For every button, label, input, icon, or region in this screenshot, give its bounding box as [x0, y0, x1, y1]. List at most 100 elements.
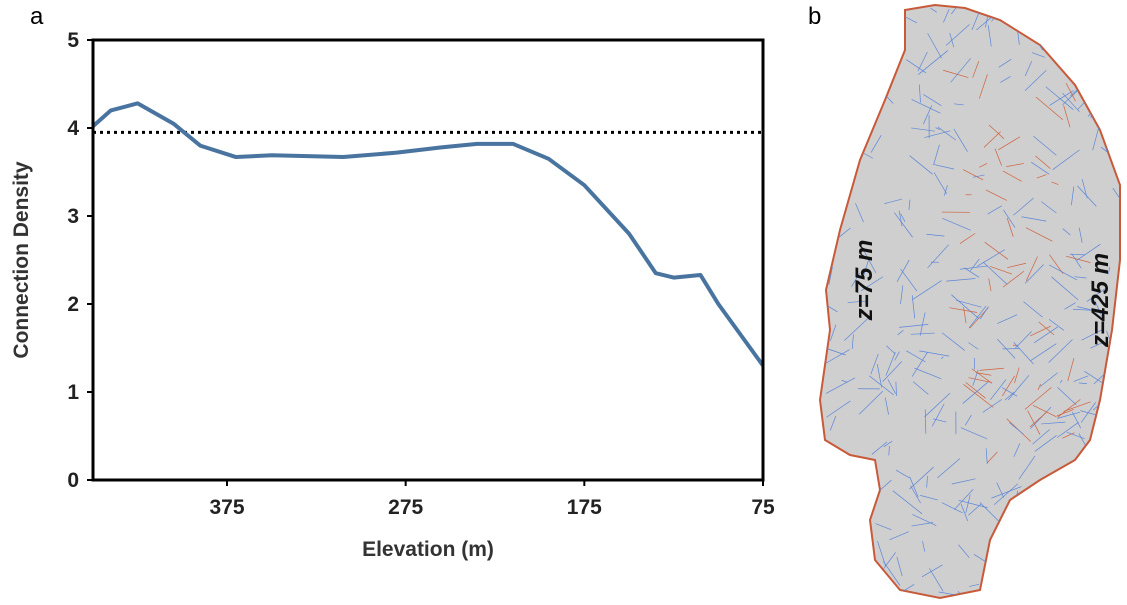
mesh-edge: [813, 255, 830, 278]
mesh-edge: [1004, 579, 1020, 600]
x-tick-label: 375: [209, 496, 244, 519]
mesh-edge: [820, 207, 835, 208]
mesh-edge: [860, 24, 881, 25]
mesh-edge: [1009, 538, 1026, 551]
mesh-edge: [1088, 51, 1089, 76]
mesh-edge: [1087, 588, 1110, 594]
x-tick-label: 275: [388, 496, 423, 519]
mesh-edge: [825, 178, 844, 190]
mesh-edge: [843, 167, 852, 170]
mesh-edge: [1119, 356, 1127, 373]
mesh-edge: [1097, 531, 1120, 550]
mesh-edge: [828, 59, 839, 69]
mesh-edge: [1039, 531, 1060, 555]
mesh-edge: [835, 551, 849, 559]
mesh-edge: [1074, 514, 1099, 522]
mesh-edge: [1108, 542, 1124, 543]
mesh-edge: [845, 505, 862, 512]
mesh-edge: [1026, 540, 1032, 555]
mesh-edge: [1089, 510, 1117, 515]
mesh-edge: [823, 51, 837, 73]
mesh-edge: [1108, 408, 1127, 418]
mesh-edge: [833, 154, 843, 170]
mesh-edge: [860, 112, 870, 125]
mesh-edge: [836, 6, 856, 24]
mesh-edge: [1094, 512, 1113, 524]
mesh-edge: [1034, 11, 1057, 17]
mesh-edge: [1063, 479, 1092, 504]
mesh-edge: [1025, 566, 1037, 578]
mesh-edge: [1108, 130, 1127, 153]
mesh-edge: [823, 572, 833, 574]
mesh-edge: [1083, 61, 1094, 85]
y-tick-label: 0: [67, 469, 79, 492]
mesh-edge: [850, 134, 859, 145]
mesh-edge: [839, 218, 841, 219]
panel-label: a: [30, 3, 44, 30]
mesh-edge: [833, 114, 837, 124]
mesh-edge: [836, 176, 844, 185]
mesh-edge: [850, 19, 866, 22]
mesh-edge: [1030, 571, 1051, 587]
y-axis-title: Connection Density: [10, 161, 33, 359]
mesh-edge: [952, 596, 957, 600]
mesh-edge: [1078, 487, 1085, 506]
mesh-edge: [1041, 585, 1062, 600]
panel-label: b: [808, 3, 821, 30]
mesh-edge: [814, 113, 842, 137]
y-tick-label: 4: [67, 117, 79, 140]
mesh-edge: [1077, 469, 1096, 478]
mesh-edge: [1048, 572, 1059, 583]
mesh-edge: [1079, 56, 1103, 67]
mesh-edge: [871, 474, 874, 491]
mesh-edge: [1070, 46, 1077, 65]
mesh-edge: [827, 222, 836, 230]
mesh-edge: [836, 463, 848, 474]
mesh-edge: [1041, 517, 1066, 521]
mesh-edge: [881, 28, 884, 37]
mesh-edge: [1077, 490, 1089, 501]
x-tick-label: 75: [751, 496, 775, 519]
mesh-edge: [1068, 480, 1087, 486]
mesh-edge: [806, 468, 821, 493]
mesh-edge: [807, 538, 820, 552]
mesh-edge: [841, 132, 844, 145]
mesh-edge: [805, 492, 828, 505]
mesh-edge: [1034, 490, 1061, 493]
mesh-edge: [1092, 483, 1115, 490]
mesh-edge: [1032, 485, 1037, 494]
mesh-edge: [813, 139, 828, 145]
mesh-edge: [828, 451, 838, 462]
mesh-edge: [1011, 505, 1024, 514]
mesh-edge: [1085, 518, 1115, 541]
mesh-edge: [1094, 433, 1117, 441]
mesh-edge: [1062, 515, 1072, 527]
mesh-edge: [1116, 367, 1122, 382]
mesh-edge: [837, 113, 853, 133]
mesh-edge: [1049, 529, 1074, 537]
mesh-edge: [837, 32, 861, 53]
mesh-map: z=75 m z=425 m: [793, 0, 1127, 600]
y-tick-label: 3: [67, 205, 79, 228]
y-tick-label: 2: [67, 293, 79, 316]
mesh-edge: [1077, 472, 1104, 490]
mesh-edge: [827, 469, 843, 471]
mesh-edge: [959, 595, 974, 600]
mesh-edge: [1066, 552, 1089, 574]
x-axis-title: Elevation (m): [362, 538, 494, 561]
mesh-edge: [991, 553, 1019, 571]
mesh-edge: [1111, 515, 1115, 532]
mesh-edge: [1025, 582, 1033, 588]
mesh-edge: [1051, 567, 1072, 587]
mesh-edge: [841, 62, 845, 84]
plot-frame: [93, 40, 763, 480]
map-label: z=75 m: [851, 240, 878, 322]
mesh-edge: [1068, 547, 1084, 570]
mesh-edge: [1089, 505, 1092, 527]
mesh-edge: [998, 16, 1020, 19]
mesh-edge: [822, 457, 833, 462]
mesh-edge: [1060, 56, 1072, 62]
mesh-edge: [1115, 119, 1118, 123]
